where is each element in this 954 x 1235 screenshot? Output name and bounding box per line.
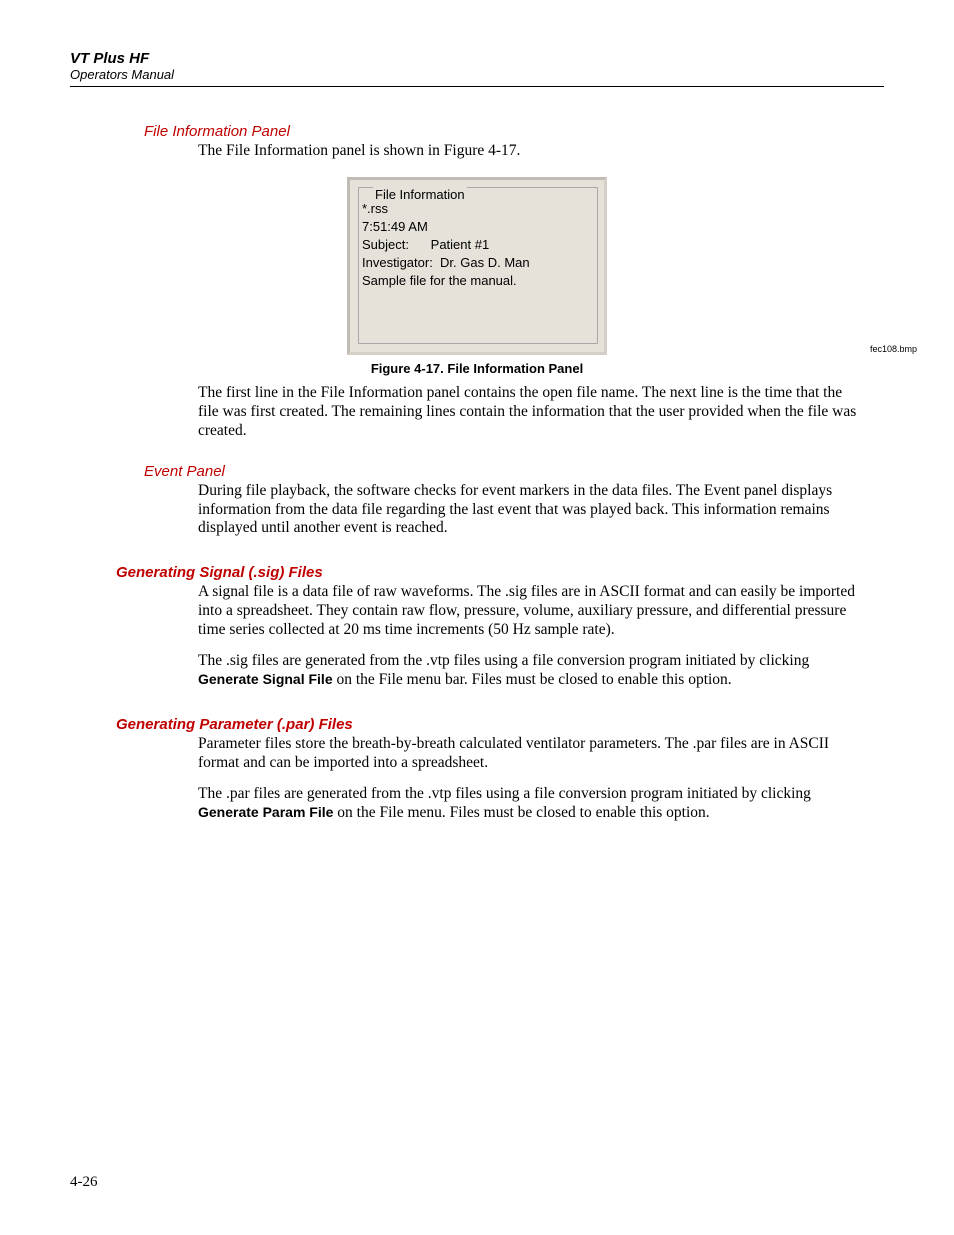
- page-number: 4-26: [70, 1174, 98, 1191]
- sig-para2a: The .sig files are generated from the .v…: [198, 652, 809, 669]
- file-info-intro: The File Information panel is shown in F…: [198, 142, 864, 161]
- file-info-para: The first line in the File Information p…: [198, 384, 864, 441]
- header-title: VT Plus HF: [70, 50, 884, 67]
- heading-file-info: File Information Panel: [144, 123, 884, 140]
- panel-line-investigator: Investigator: Dr. Gas D. Man: [362, 254, 530, 272]
- header-subtitle: Operators Manual: [70, 67, 884, 82]
- panel-line-filename: *.rss: [362, 200, 530, 218]
- page-header: VT Plus HF Operators Manual: [70, 50, 884, 87]
- sig-para2: The .sig files are generated from the .v…: [198, 652, 864, 690]
- sig-para2b: on the File menu bar. Files must be clos…: [333, 671, 732, 688]
- sig-bold: Generate Signal File: [198, 671, 333, 687]
- file-info-panel: File Information *.rss 7:51:49 AM Subjec…: [347, 177, 607, 355]
- panel-line-note: Sample file for the manual.: [362, 272, 530, 290]
- sig-para1: A signal file is a data file of raw wave…: [198, 583, 864, 640]
- figure-caption: Figure 4-17. File Information Panel: [167, 361, 787, 376]
- heading-sig-files: Generating Signal (.sig) Files: [116, 564, 884, 581]
- par-para2a: The .par files are generated from the .v…: [198, 785, 811, 802]
- bmp-filename: fec108.bmp: [870, 344, 917, 354]
- event-panel-para: During file playback, the software check…: [198, 482, 864, 539]
- panel-body: *.rss 7:51:49 AM Subject: Patient #1 Inv…: [362, 200, 530, 290]
- par-para2: The .par files are generated from the .v…: [198, 785, 864, 823]
- par-para2b: on the File menu. Files must be closed t…: [333, 804, 709, 821]
- page: VT Plus HF Operators Manual File Informa…: [0, 0, 954, 875]
- panel-line-subject: Subject: Patient #1: [362, 236, 530, 254]
- heading-par-files: Generating Parameter (.par) Files: [116, 716, 884, 733]
- par-para1: Parameter files store the breath-by-brea…: [198, 735, 864, 773]
- figure-4-17: File Information *.rss 7:51:49 AM Subjec…: [167, 177, 787, 376]
- panel-line-time: 7:51:49 AM: [362, 218, 530, 236]
- par-bold: Generate Param File: [198, 804, 333, 820]
- heading-event-panel: Event Panel: [144, 463, 884, 480]
